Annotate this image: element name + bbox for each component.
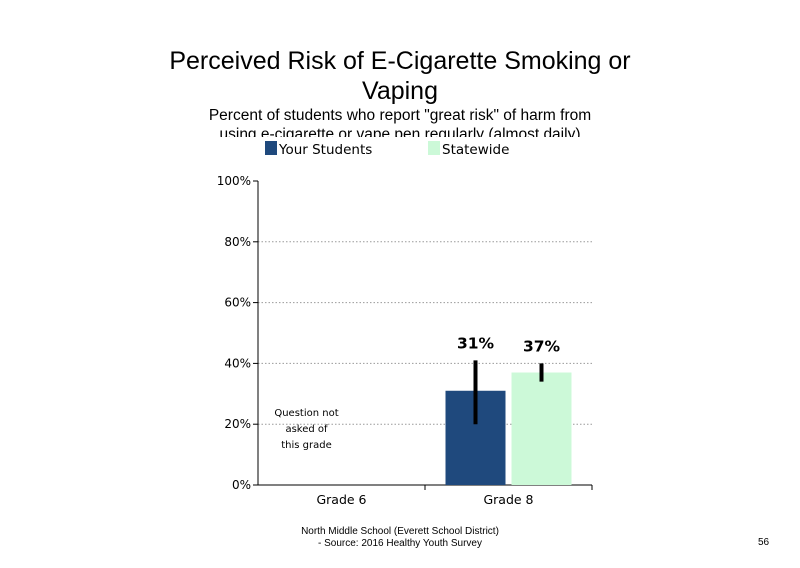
- chart-title-line-2: Vaping: [362, 77, 438, 105]
- data-label-your-students-1: 31%: [457, 334, 495, 352]
- x-tick-label-grade-6: Grade 6: [316, 492, 366, 507]
- legend-swatch-your-students: [265, 141, 277, 155]
- bar-statewide-1: [511, 372, 572, 485]
- footer-source: - Source: 2016 Healthy Youth Survey: [318, 538, 482, 549]
- legend-label-statewide: Statewide: [442, 142, 509, 158]
- y-tick-label-80: 80%: [224, 235, 251, 249]
- chart-subtitle: Percent of students who report "great ri…: [150, 106, 650, 137]
- footer-school: North Middle School (Everett School Dist…: [301, 526, 499, 537]
- annotation-line-1: Question not: [274, 408, 338, 419]
- chart-subtitle-line-1: Percent of students who report "great ri…: [208, 107, 592, 124]
- legend-label-your-students: Your Students: [278, 142, 372, 158]
- y-tick-label-60: 60%: [224, 296, 251, 310]
- chart-subtitle-line-2: using e-cigarette or vape pen regularly …: [219, 126, 581, 137]
- chart-title-line-1: Perceived Risk of E-Cigarette Smoking or: [169, 47, 631, 75]
- y-tick-label-40: 40%: [224, 356, 251, 370]
- data-label-statewide-1: 37%: [523, 337, 561, 355]
- annotation-line-2: asked of: [285, 424, 328, 435]
- page-number: 56: [758, 537, 770, 548]
- y-tick-label-20: 20%: [224, 417, 251, 431]
- y-tick-label-100: 100%: [217, 174, 251, 188]
- annotation-line-3: this grade: [281, 440, 332, 451]
- x-tick-label-grade-8: Grade 8: [483, 492, 533, 507]
- legend-swatch-statewide: [428, 141, 440, 155]
- y-tick-label-0: 0%: [232, 478, 251, 492]
